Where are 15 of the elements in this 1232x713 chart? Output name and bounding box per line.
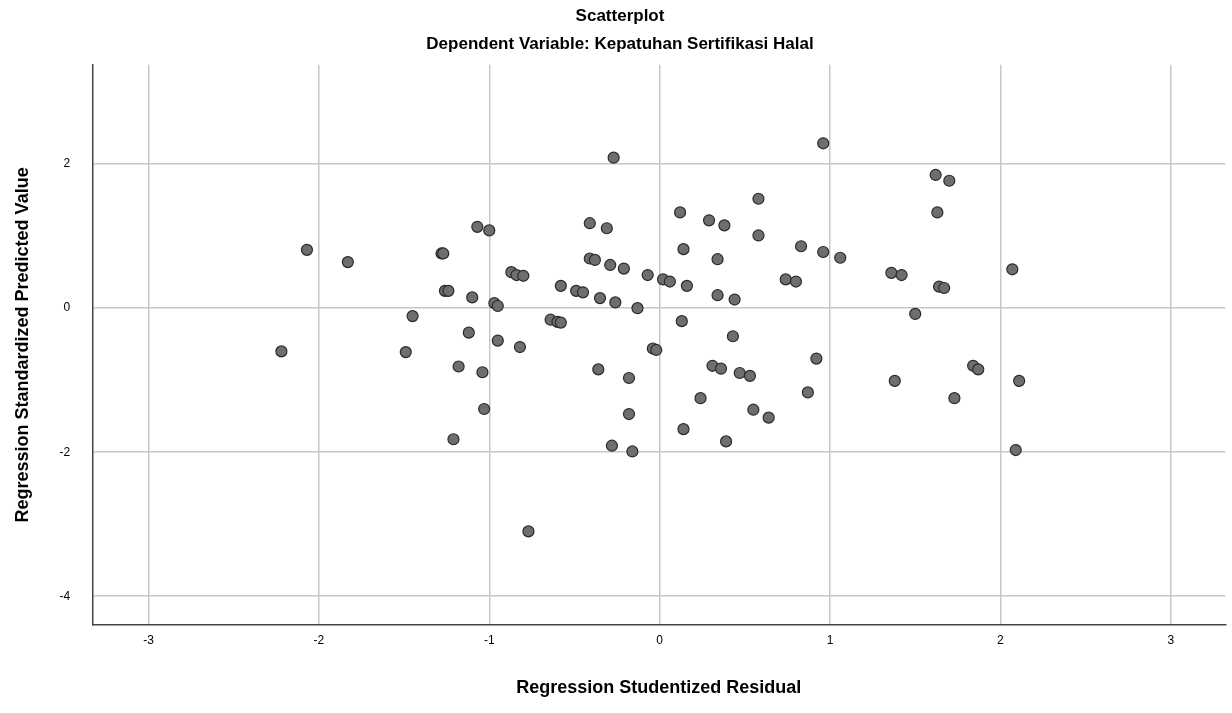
x-tick-label: -2 (313, 632, 325, 647)
x-tick-label: 1 (826, 632, 834, 647)
y-tick-label: -4 (59, 588, 71, 603)
y-axis-title: Regression Standardized Predicted Value (11, 167, 32, 523)
x-axis-title: Regression Studentized Residual (516, 677, 802, 698)
x-tick-label: -1 (483, 632, 495, 647)
chart-subtitle: Dependent Variable: Kepatuhan Sertifikasi Halal (426, 34, 814, 54)
x-tick-label: 0 (656, 632, 664, 647)
chart-title: Scatterplot (575, 5, 665, 25)
y-tick-label: -2 (59, 444, 71, 459)
y-tick-label: 0 (63, 300, 71, 315)
x-tick-label: 2 (997, 632, 1005, 647)
y-tick-label: 2 (63, 156, 71, 171)
x-tick-label: -3 (143, 632, 155, 647)
x-tick-label: 3 (1167, 632, 1175, 647)
